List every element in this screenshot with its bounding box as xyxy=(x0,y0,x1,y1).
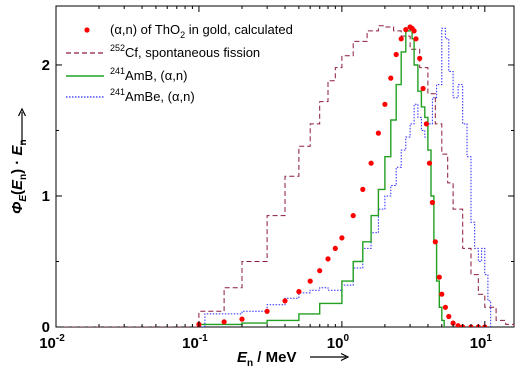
data-point xyxy=(426,160,433,166)
y-tick-label: 2 xyxy=(42,57,50,74)
data-point xyxy=(264,308,270,314)
data-point xyxy=(411,28,417,34)
data-point xyxy=(221,319,227,325)
data-point xyxy=(350,213,356,219)
y-axis-title-phi: Φ xyxy=(9,201,26,214)
legend-label: 252Cf, spontaneous fission xyxy=(110,43,260,60)
series-line xyxy=(198,28,445,327)
data-point xyxy=(398,36,404,42)
data-point xyxy=(403,27,409,33)
legend-item-ambe-alpha-n: 241AmBe, (α,n) xyxy=(66,87,195,104)
y-axis-title-en2: E xyxy=(9,145,26,156)
data-point xyxy=(368,160,374,166)
data-point xyxy=(432,239,438,245)
legend-item-tho2-gold-calculated: (α,n) of ThO2 in gold, calculated xyxy=(84,22,293,40)
series-amb-alpha-n xyxy=(198,28,445,327)
legend: (α,n) of ThO2 in gold, calculated 252Cf, … xyxy=(66,22,293,104)
x-tick-label: 10-1 xyxy=(182,333,208,352)
legend-item-amb-alpha-n: 241AmB, (α,n) xyxy=(66,66,187,83)
data-point xyxy=(375,130,381,136)
data-point xyxy=(420,85,426,92)
y-axis-title-sub-e: E xyxy=(18,195,29,202)
legend-item-cf252-fission: 252Cf, spontaneous fission xyxy=(66,43,260,60)
legend-label: 241AmB, (α,n) xyxy=(110,66,187,83)
data-point xyxy=(393,51,399,58)
x-tick-label: 10-2 xyxy=(39,333,65,352)
data-point xyxy=(360,186,366,192)
x-tick-label: 101 xyxy=(470,333,493,352)
legend-label: 241AmBe, (α,n) xyxy=(110,87,195,104)
svg-text:ΦE(En) · En: ΦE(En) · En xyxy=(9,139,29,214)
data-point xyxy=(442,304,448,310)
x-axis-title-unit: / MeV xyxy=(253,349,296,366)
series-cf252-fission xyxy=(56,25,514,327)
x-axis-title-sub-n: n xyxy=(247,358,253,369)
y-tick-label: 0 xyxy=(42,319,50,336)
data-point xyxy=(423,121,429,127)
x-tick-label: 100 xyxy=(327,333,350,352)
data-point xyxy=(429,199,435,206)
y-axis-title-sub-n2: n xyxy=(18,139,29,145)
y-axis-title-paren: ( xyxy=(9,190,26,195)
series-ambe-alpha-n xyxy=(198,27,492,327)
data-point xyxy=(450,320,456,326)
data-point xyxy=(282,298,288,304)
data-point xyxy=(339,235,345,241)
data-point xyxy=(417,55,423,62)
legend-label: (α,n) of ThO2 in gold, calculated xyxy=(110,22,293,40)
y-axis-title-sub-n: n xyxy=(18,174,29,180)
data-point xyxy=(382,101,388,107)
data-point xyxy=(413,36,419,42)
x-axis-title: En / MeV xyxy=(237,349,350,369)
data-point xyxy=(388,75,394,81)
data-point xyxy=(439,291,445,297)
y-axis-title-close: ) · xyxy=(9,156,26,174)
y-axis-title: ΦE(En) · En xyxy=(9,139,29,214)
series-layer xyxy=(56,24,514,327)
data-point xyxy=(307,278,313,284)
data-point xyxy=(436,274,442,280)
data-point xyxy=(446,313,452,320)
svg-text:En / MeV: En / MeV xyxy=(237,349,296,369)
data-point xyxy=(455,323,461,327)
y-axis-arrow xyxy=(17,107,27,145)
y-axis-title-en: E xyxy=(9,179,26,190)
series-line xyxy=(56,25,514,327)
data-point xyxy=(332,245,338,251)
legend-swatch xyxy=(84,27,90,33)
series-line xyxy=(198,27,492,327)
x-axis-arrow-head xyxy=(340,352,350,362)
x-axis-title-e: E xyxy=(237,349,248,366)
data-point xyxy=(296,289,302,295)
y-tick-label: 1 xyxy=(42,188,50,205)
data-point xyxy=(325,256,331,262)
series-tho2-gold-calculated xyxy=(196,24,488,327)
data-point xyxy=(239,316,245,322)
data-point xyxy=(317,268,323,274)
